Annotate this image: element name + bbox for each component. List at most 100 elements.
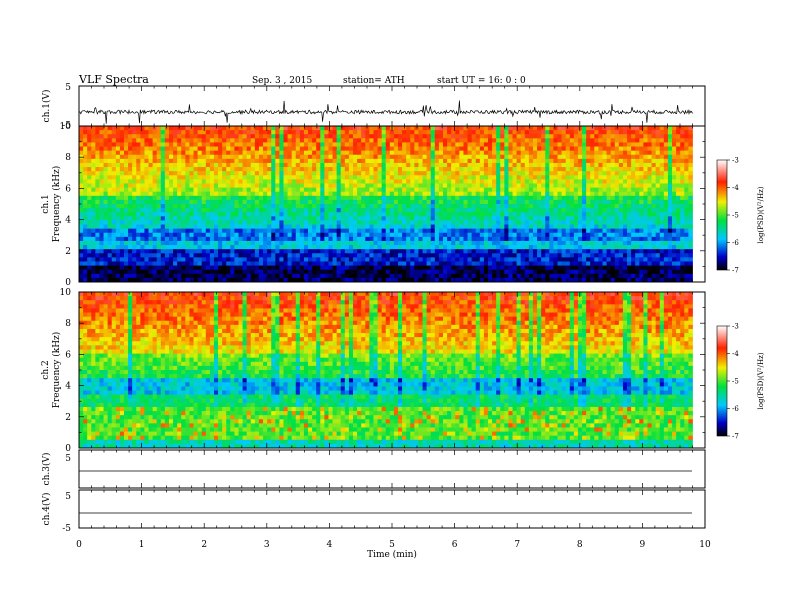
spectrogram-cell bbox=[144, 126, 149, 131]
spectrogram-cell bbox=[586, 191, 591, 197]
spectrogram-cell bbox=[537, 191, 542, 197]
spectrogram-cell bbox=[451, 277, 456, 283]
spectrogram-cell bbox=[128, 150, 133, 156]
spectrogram-cell bbox=[426, 228, 432, 234]
spectrogram-cell bbox=[275, 261, 280, 266]
spectrogram-cell bbox=[201, 253, 207, 258]
spectrogram-cell bbox=[205, 195, 211, 201]
spectrogram-cell bbox=[275, 265, 280, 271]
spectrogram-cell bbox=[308, 150, 313, 156]
spectrogram-cell bbox=[414, 175, 419, 180]
spectrogram-cell bbox=[136, 183, 141, 188]
spectrogram-cell bbox=[479, 253, 485, 258]
spectrogram-cell bbox=[213, 273, 219, 279]
spectrogram-cell bbox=[549, 138, 554, 143]
spectrogram-cell bbox=[385, 146, 391, 152]
spectrogram-cell bbox=[524, 191, 530, 197]
spectrogram-cell bbox=[119, 175, 125, 180]
spectrogram-cell bbox=[87, 269, 92, 275]
spectrogram-cell bbox=[316, 199, 321, 205]
spectrogram-cell bbox=[598, 138, 603, 143]
spectrogram-cell bbox=[275, 162, 280, 168]
spectrogram-cell bbox=[586, 208, 591, 213]
spectrogram-cell bbox=[590, 261, 595, 266]
spectrogram-cell bbox=[545, 240, 550, 246]
spectrogram-cell bbox=[111, 269, 117, 275]
spectrogram-cell bbox=[185, 257, 190, 262]
spectrogram-cell bbox=[263, 134, 268, 139]
spectrogram-cell bbox=[459, 273, 464, 279]
spectrogram-cell bbox=[398, 220, 403, 225]
spectrogram-cell bbox=[586, 167, 591, 172]
spectrogram-cell bbox=[132, 154, 137, 160]
spectrogram-cell bbox=[447, 183, 452, 188]
spectrogram-cell bbox=[267, 249, 272, 254]
spectrogram-cell bbox=[340, 245, 346, 250]
spectrogram-cell bbox=[160, 257, 166, 262]
spectrogram-cell bbox=[324, 273, 329, 279]
spectrogram-cell bbox=[614, 162, 620, 168]
spectrogram-cell bbox=[107, 183, 113, 188]
spectrogram-cell bbox=[287, 245, 293, 250]
spectrogram-cell bbox=[152, 245, 158, 250]
spectrogram-cell bbox=[553, 154, 558, 160]
spectrogram-cell bbox=[144, 142, 149, 147]
spectrogram-cell bbox=[393, 126, 399, 131]
spectrogram-cell bbox=[398, 232, 403, 238]
spectrogram-cell bbox=[156, 183, 162, 188]
spectrogram-cell bbox=[553, 245, 558, 250]
spectrogram-cell bbox=[602, 130, 607, 135]
spectrogram-cell bbox=[610, 240, 616, 246]
spectrogram-cell bbox=[377, 134, 383, 139]
spectrogram-cell bbox=[381, 162, 387, 168]
spectrogram-cell bbox=[295, 212, 301, 217]
spectrogram-cell bbox=[340, 150, 346, 156]
spectrogram-cell bbox=[226, 167, 231, 172]
spectrogram-cell bbox=[430, 158, 436, 164]
spectrogram-cell bbox=[132, 212, 137, 217]
spectrogram-cell bbox=[185, 134, 190, 139]
spectrogram-cell bbox=[565, 208, 571, 213]
spectrogram-cell bbox=[136, 150, 141, 156]
spectrogram-cell bbox=[209, 236, 215, 242]
spectrogram-cell bbox=[148, 130, 154, 135]
spectrogram-cell bbox=[475, 167, 481, 172]
spectrogram-cell bbox=[107, 154, 113, 160]
spectrogram-cell bbox=[287, 134, 293, 139]
spectrogram-cell bbox=[606, 179, 612, 184]
spectrogram-cell bbox=[459, 261, 464, 266]
spectrogram-cell bbox=[181, 167, 186, 172]
spectrogram-cell bbox=[152, 216, 158, 221]
spectrogram-cell bbox=[602, 158, 607, 164]
spectrogram-cell bbox=[115, 158, 121, 164]
spectrogram-cell bbox=[201, 138, 207, 143]
spectrogram-cell bbox=[295, 273, 301, 279]
spectrogram-cell bbox=[414, 232, 419, 238]
spectrogram-cell bbox=[455, 134, 460, 139]
spectrogram-cell bbox=[492, 216, 497, 221]
spectrogram-cell bbox=[136, 195, 141, 201]
spectrogram-cell bbox=[569, 187, 575, 193]
spectrogram-cell bbox=[602, 216, 607, 221]
spectrogram-cell bbox=[545, 269, 550, 275]
spectrogram-cell bbox=[414, 150, 419, 156]
spectrogram-cell bbox=[250, 216, 256, 221]
spectrogram-cell bbox=[402, 245, 407, 250]
spectrogram-cell bbox=[185, 167, 190, 172]
spectrogram-cell bbox=[79, 195, 84, 201]
spectrogram-cell bbox=[328, 240, 333, 246]
spectrogram-cell bbox=[340, 199, 346, 205]
spectrogram-cell bbox=[434, 142, 440, 147]
spectrogram-cell bbox=[418, 216, 423, 221]
spectrogram-cell bbox=[418, 269, 423, 275]
spectrogram-cell bbox=[168, 154, 174, 160]
spectrogram-cell bbox=[87, 277, 92, 283]
spectrogram-cell bbox=[83, 249, 88, 254]
spectrogram-cell bbox=[565, 228, 571, 234]
spectrogram-cell bbox=[590, 220, 595, 225]
spectrogram-cell bbox=[107, 130, 113, 135]
spectrogram-cell bbox=[119, 245, 125, 250]
spectrogram-cell bbox=[565, 269, 571, 275]
spectrogram-cell bbox=[168, 232, 174, 238]
spectrogram-cell bbox=[287, 224, 293, 230]
